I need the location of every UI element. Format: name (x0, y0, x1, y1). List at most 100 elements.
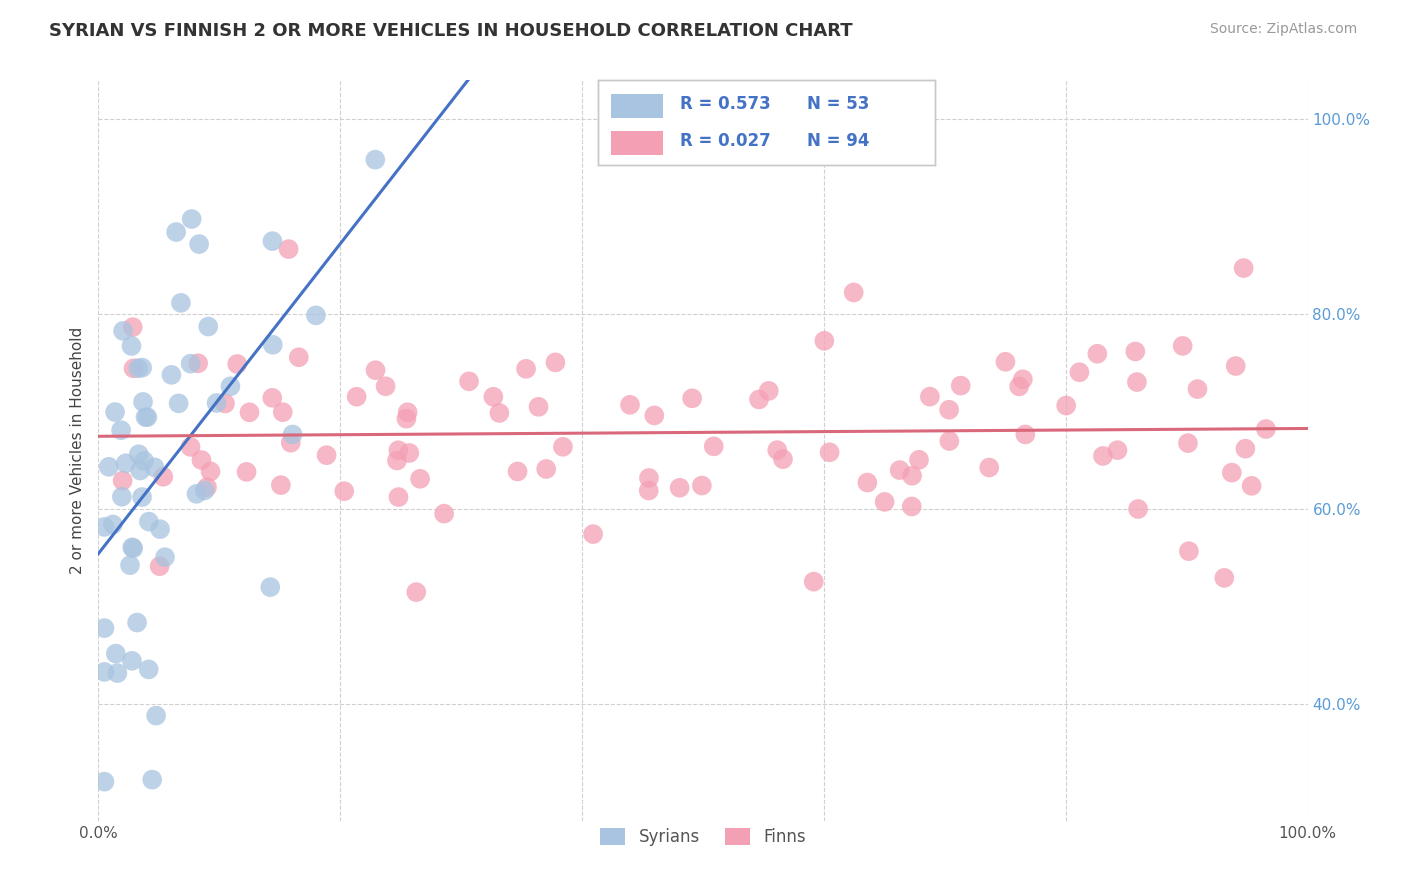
Point (270, 478, 292, 492)
Point (190, 453, 212, 467)
Point (405, 585, 427, 599)
Point (187, 356, 209, 370)
Point (544, 355, 567, 369)
Point (205, 396, 228, 410)
Point (1254, 422, 1277, 436)
Point (93, 774, 115, 789)
Point (803, 574, 825, 589)
Point (1091, 449, 1114, 463)
Point (152, 469, 174, 483)
Point (458, 374, 481, 388)
Y-axis label: 2 or more Vehicles in Household: 2 or more Vehicles in Household (70, 326, 86, 574)
Point (160, 368, 183, 382)
Point (238, 405, 260, 419)
Point (398, 446, 420, 460)
Point (125, 615, 148, 630)
Point (104, 405, 127, 419)
Point (1225, 359, 1247, 373)
Point (277, 242, 299, 256)
Point (280, 435, 302, 450)
Point (262, 338, 284, 352)
Point (1177, 436, 1199, 450)
Point (143, 460, 166, 475)
Point (180, 440, 202, 454)
Point (772, 452, 794, 467)
Point (93, 621, 115, 635)
Point (1069, 365, 1091, 379)
Point (219, 379, 242, 393)
Point (690, 478, 713, 492)
Legend: Syrians, Finns: Syrians, Finns (593, 822, 813, 853)
Point (134, 454, 156, 468)
Point (235, 465, 257, 479)
Point (122, 541, 145, 556)
Point (1123, 344, 1146, 359)
Point (813, 334, 835, 348)
Point (262, 391, 284, 405)
Point (387, 490, 409, 504)
Point (1054, 399, 1077, 413)
Point (149, 559, 172, 574)
Point (153, 550, 176, 565)
Point (93, 665, 115, 679)
Point (873, 495, 896, 509)
Point (167, 396, 190, 410)
Point (433, 507, 456, 521)
Text: SYRIAN VS FINNISH 2 OR MORE VEHICLES IN HOUSEHOLD CORRELATION CHART: SYRIAN VS FINNISH 2 OR MORE VEHICLES IN … (49, 22, 853, 40)
Point (758, 384, 780, 398)
Point (195, 480, 218, 494)
Point (200, 464, 222, 478)
Point (1187, 382, 1209, 396)
Point (994, 355, 1017, 369)
Point (385, 453, 408, 467)
Point (93, 520, 115, 534)
Point (149, 522, 172, 536)
Point (165, 225, 187, 239)
Point (637, 483, 659, 498)
Point (114, 456, 136, 470)
Point (129, 464, 152, 478)
Point (112, 324, 135, 338)
Bar (612, 131, 664, 155)
Point (138, 662, 160, 676)
Point (818, 445, 841, 459)
Point (346, 390, 368, 404)
Point (141, 772, 163, 787)
Point (901, 468, 924, 483)
Point (145, 708, 167, 723)
Point (766, 443, 789, 458)
Point (938, 402, 960, 417)
Point (1234, 442, 1257, 456)
Point (101, 517, 124, 532)
Point (132, 395, 155, 409)
Text: N = 53: N = 53 (807, 95, 869, 113)
Point (271, 405, 294, 419)
Point (259, 580, 281, 594)
Point (194, 483, 217, 498)
Point (900, 500, 922, 514)
Point (364, 363, 387, 377)
Point (638, 471, 661, 485)
Point (214, 396, 236, 410)
Point (315, 448, 337, 462)
Point (111, 490, 134, 504)
Point (1126, 375, 1149, 389)
Point (396, 405, 419, 419)
Point (551, 440, 574, 454)
Point (703, 439, 725, 453)
Point (111, 474, 134, 488)
Point (1171, 339, 1194, 353)
Point (748, 392, 770, 407)
Point (506, 465, 529, 479)
Point (515, 361, 537, 376)
Text: R = 0.027: R = 0.027 (681, 132, 770, 150)
Point (374, 379, 396, 393)
Point (128, 447, 150, 461)
Point (305, 309, 328, 323)
Point (842, 285, 865, 300)
Point (527, 400, 550, 414)
Point (262, 234, 284, 248)
Point (387, 443, 409, 458)
Point (107, 666, 129, 681)
Point (121, 339, 143, 353)
